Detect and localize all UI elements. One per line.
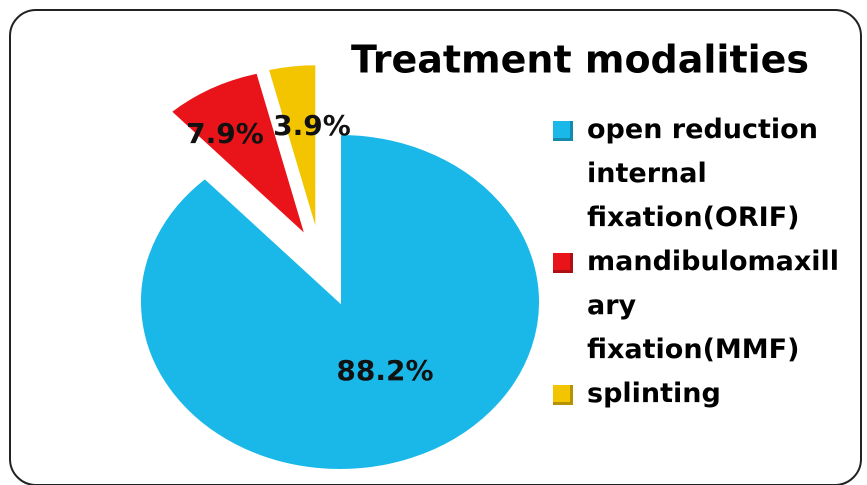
data-label: 88.2% — [336, 354, 433, 387]
legend-swatch — [553, 253, 573, 273]
data-label: 7.9% — [186, 117, 264, 150]
legend-item: splinting — [553, 372, 853, 416]
data-label: 3.9% — [273, 109, 351, 142]
legend: open reduction internal fixation(ORIF) ma… — [553, 108, 853, 416]
pie-slice — [169, 71, 308, 239]
legend-swatch — [553, 385, 573, 405]
legend-label: mandibulomaxillary fixation(MMF) — [587, 246, 840, 365]
pie-slice — [139, 132, 541, 471]
legend-label: splinting — [587, 378, 721, 409]
legend-label: open reduction internal fixation(ORIF) — [587, 114, 818, 233]
legend-item: mandibulomaxillary fixation(MMF) — [553, 240, 853, 372]
chart-title: Treatment modalities — [351, 38, 809, 82]
legend-swatch — [553, 121, 573, 141]
legend-item: open reduction internal fixation(ORIF) — [553, 108, 853, 240]
pie-slice — [266, 63, 318, 233]
